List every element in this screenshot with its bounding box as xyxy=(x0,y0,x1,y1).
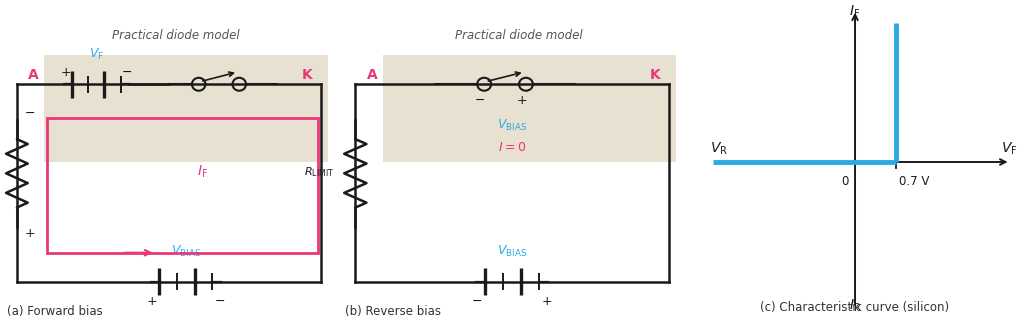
Text: $V_\mathsf{BIAS}$: $V_\mathsf{BIAS}$ xyxy=(497,118,527,133)
Text: −: − xyxy=(475,94,485,107)
Text: −: − xyxy=(26,107,36,120)
Text: A: A xyxy=(368,67,378,82)
Text: −: − xyxy=(472,295,482,308)
Text: +: + xyxy=(516,94,527,107)
Text: $I_\mathsf{R}$: $I_\mathsf{R}$ xyxy=(849,298,861,314)
Text: −: − xyxy=(122,66,132,79)
Text: +: + xyxy=(542,295,552,308)
Text: +: + xyxy=(26,227,36,240)
Text: K: K xyxy=(302,67,313,82)
Text: −: − xyxy=(214,295,225,308)
Text: $I_\mathsf{F}$: $I_\mathsf{F}$ xyxy=(850,3,860,20)
Text: $I = 0$: $I = 0$ xyxy=(498,141,526,154)
Text: (a) Forward bias: (a) Forward bias xyxy=(7,305,102,318)
Text: K: K xyxy=(649,67,660,82)
Text: 0.7 V: 0.7 V xyxy=(899,175,930,188)
Text: $V_\mathsf{F}$: $V_\mathsf{F}$ xyxy=(89,46,103,62)
Text: $V_\mathsf{BIAS}$: $V_\mathsf{BIAS}$ xyxy=(171,244,201,259)
Text: A: A xyxy=(29,67,39,82)
Text: $V_\mathsf{BIAS}$: $V_\mathsf{BIAS}$ xyxy=(497,244,527,259)
Text: 0: 0 xyxy=(841,175,848,188)
Text: (c) Characteristic curve (silicon): (c) Characteristic curve (silicon) xyxy=(761,301,949,314)
Text: $I_\mathsf{F}$: $I_\mathsf{F}$ xyxy=(198,164,208,180)
Text: $R_\mathsf{LIMIT}$: $R_\mathsf{LIMIT}$ xyxy=(304,165,335,179)
Text: Practical diode model: Practical diode model xyxy=(112,29,240,42)
Text: Practical diode model: Practical diode model xyxy=(455,29,583,42)
Text: (b) Reverse bias: (b) Reverse bias xyxy=(345,305,441,318)
FancyBboxPatch shape xyxy=(383,55,676,162)
Text: +: + xyxy=(60,66,72,79)
FancyBboxPatch shape xyxy=(44,55,328,162)
Text: $V_\mathsf{F}$: $V_\mathsf{F}$ xyxy=(1000,141,1017,157)
Text: $V_\mathsf{R}$: $V_\mathsf{R}$ xyxy=(710,141,728,157)
Text: +: + xyxy=(146,295,158,308)
